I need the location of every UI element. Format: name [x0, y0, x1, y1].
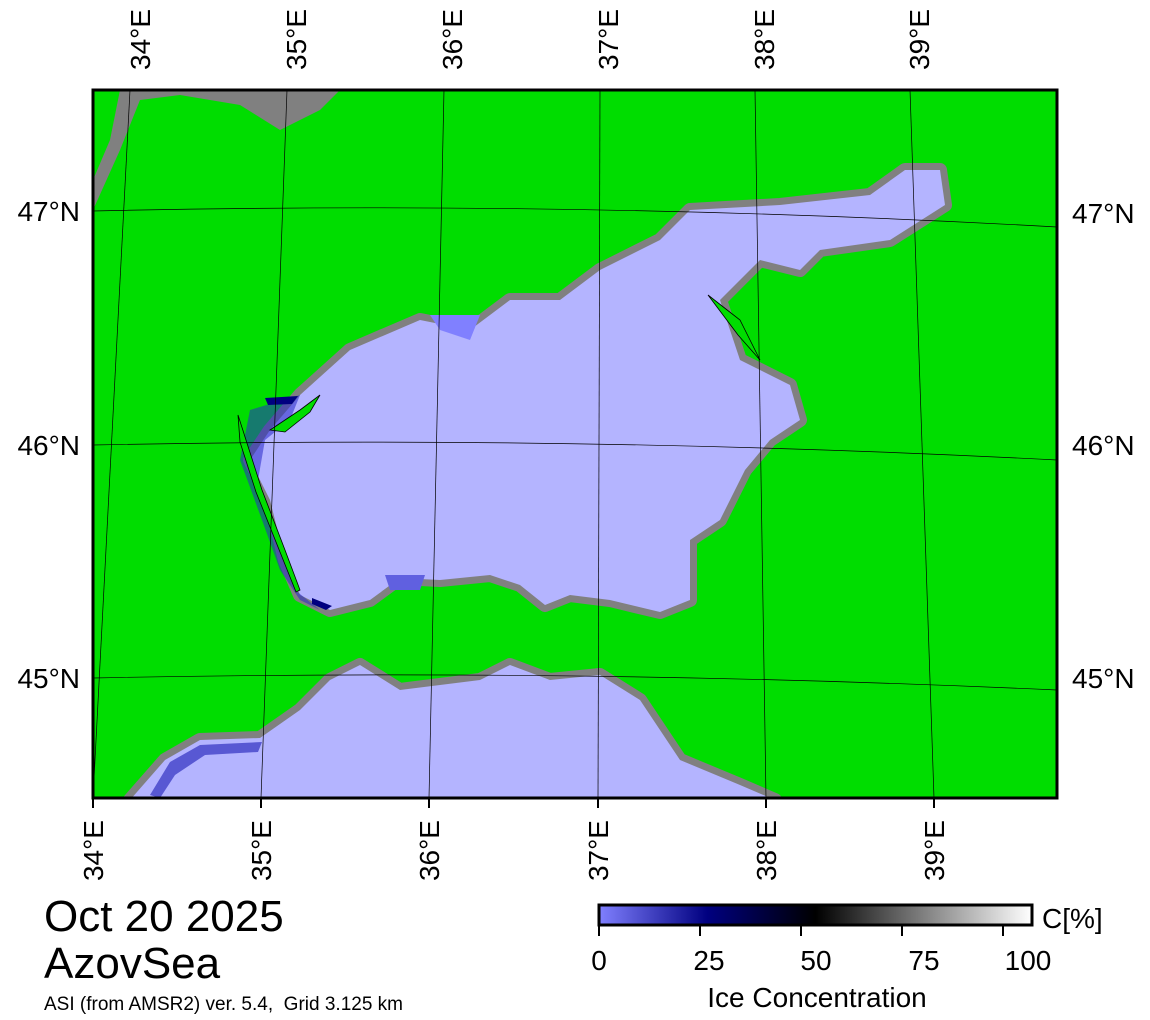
colorbar-tick: 0	[591, 945, 607, 976]
lat-label-right: 47°N	[1072, 198, 1135, 229]
coast-mask-top-green	[93, 90, 120, 180]
arabat-spit	[237, 414, 301, 593]
lat-label-left: 46°N	[17, 430, 80, 461]
colorbar-tick: 75	[908, 945, 939, 976]
lon-label-top: 35°E	[281, 9, 312, 70]
coast-mask-top	[93, 90, 340, 210]
dolzhanskaya-spit	[707, 294, 761, 361]
map-frame	[91, 88, 1059, 800]
lon-label-top: 34°E	[125, 9, 156, 70]
azov-sea	[240, 163, 952, 619]
lon-label-bottom: 38°E	[751, 820, 782, 881]
lon-label-bottom: 34°E	[78, 820, 109, 881]
lon-label-top: 36°E	[437, 9, 468, 70]
lat-label-left: 45°N	[17, 663, 80, 694]
lon-label-bottom: 35°E	[246, 820, 277, 881]
colorbar-tick: 100	[1005, 945, 1052, 976]
colorbar-tick: 25	[693, 945, 724, 976]
lat-label-right: 45°N	[1072, 663, 1135, 694]
black-sea	[123, 658, 782, 798]
lon-label-bottom: 39°E	[919, 820, 950, 881]
region-title: AzovSea	[44, 939, 221, 988]
date-title: Oct 20 2025	[44, 892, 284, 941]
colorbar-unit: C[%]	[1042, 903, 1103, 934]
source-note: ASI (from AMSR2) ver. 5.4, Grid 3.125 km	[44, 994, 404, 1015]
biryuchyi-spit	[268, 394, 321, 433]
lon-label-bottom: 36°E	[414, 820, 445, 881]
lon-label-top: 37°E	[593, 9, 624, 70]
lat-label-right: 46°N	[1072, 430, 1135, 461]
lon-label-bottom: 37°E	[583, 820, 614, 881]
colorbar-tick: 50	[800, 945, 831, 976]
graticule	[93, 90, 1057, 798]
lon-label-top: 39°E	[904, 9, 935, 70]
lat-label-left: 47°N	[17, 196, 80, 227]
colorbar-label: Ice Concentration	[707, 982, 926, 1013]
lon-label-top: 38°E	[749, 9, 780, 70]
colorbar	[597, 903, 1034, 927]
